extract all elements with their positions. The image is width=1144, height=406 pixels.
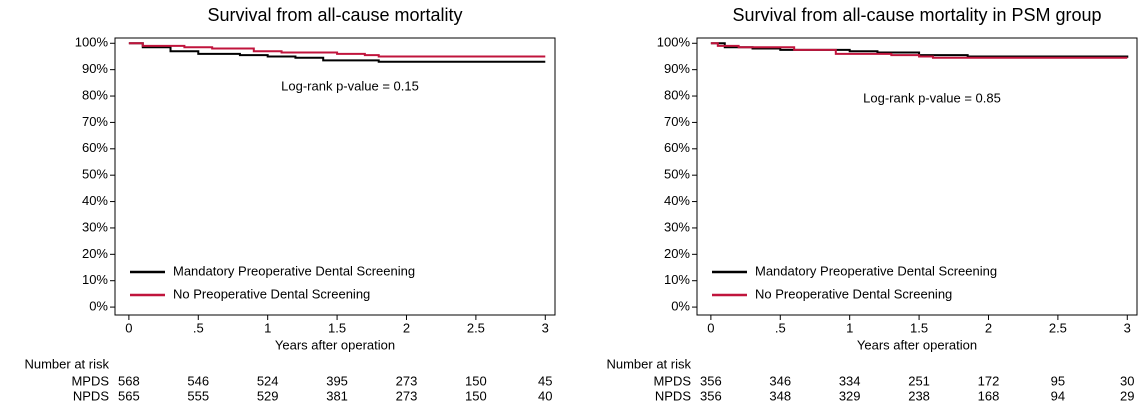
risk-count: 565 <box>118 388 140 403</box>
risk-count: 529 <box>257 388 279 403</box>
legend-label: No Preoperative Dental Screening <box>173 286 370 301</box>
y-tick-label: 80% <box>82 87 108 102</box>
y-tick-label: 50% <box>664 167 690 182</box>
risk-count: 546 <box>187 373 209 388</box>
risk-count: 150 <box>465 388 487 403</box>
risk-count: 251 <box>908 373 930 388</box>
risk-table-title: Number at risk <box>606 356 691 371</box>
x-tick-label: 0 <box>125 320 132 335</box>
x-tick-label: 1 <box>264 320 271 335</box>
y-tick-label: 90% <box>82 61 108 76</box>
risk-count: 273 <box>396 388 418 403</box>
x-tick-label: .5 <box>775 320 786 335</box>
risk-count: 348 <box>769 388 791 403</box>
survival-curve <box>128 42 546 58</box>
x-tick-label: 1.5 <box>328 320 346 335</box>
x-tick-label: 2.5 <box>1049 320 1067 335</box>
y-tick-label: 30% <box>664 219 690 234</box>
y-tick-label: 100% <box>657 35 691 50</box>
risk-count: 381 <box>326 388 348 403</box>
y-tick-label: 40% <box>82 193 108 208</box>
x-tick-label: 0 <box>707 320 714 335</box>
risk-count: 172 <box>978 373 1000 388</box>
x-axis-label: Years after operation <box>275 337 395 352</box>
y-tick-label: 100% <box>75 35 109 50</box>
x-tick-label: 3 <box>1124 320 1131 335</box>
y-tick-label: 0% <box>671 299 690 314</box>
x-axis-label: Years after operation <box>857 337 977 352</box>
y-tick-label: 50% <box>82 167 108 182</box>
x-tick-label: 2 <box>403 320 410 335</box>
y-tick-label: 20% <box>82 246 108 261</box>
plot-frame <box>114 37 556 316</box>
y-tick-label: 30% <box>82 219 108 234</box>
risk-count: 356 <box>700 388 722 403</box>
y-tick-label: 80% <box>664 87 690 102</box>
x-tick-label: 1 <box>846 320 853 335</box>
risk-count: 40 <box>538 388 552 403</box>
risk-count: 329 <box>839 388 861 403</box>
risk-count: 45 <box>538 373 552 388</box>
x-tick-label: .5 <box>193 320 204 335</box>
x-tick-label: 2.5 <box>467 320 485 335</box>
legend-label: No Preoperative Dental Screening <box>755 286 952 301</box>
risk-row-label: NPDS <box>73 388 109 403</box>
risk-count: 30 <box>1120 373 1134 388</box>
legend-label: Mandatory Preoperative Dental Screening <box>755 263 997 278</box>
risk-count: 238 <box>908 388 930 403</box>
risk-count: 334 <box>839 373 861 388</box>
risk-count: 273 <box>396 373 418 388</box>
risk-count: 94 <box>1051 388 1065 403</box>
survival-curve <box>710 42 1128 59</box>
risk-count: 568 <box>118 373 140 388</box>
risk-count: 524 <box>257 373 279 388</box>
risk-count: 29 <box>1120 388 1134 403</box>
plot-frame <box>696 37 1138 316</box>
y-tick-label: 40% <box>664 193 690 208</box>
y-tick-label: 70% <box>664 114 690 129</box>
risk-row-label: MPDS <box>71 373 109 388</box>
chart-title: Survival from all-cause mortality <box>207 5 462 25</box>
risk-count: 395 <box>326 373 348 388</box>
x-tick-label: 2 <box>985 320 992 335</box>
chart-title: Survival from all-cause mortality in PSM… <box>732 5 1101 25</box>
risk-table-title: Number at risk <box>24 356 109 371</box>
risk-count: 95 <box>1051 373 1065 388</box>
y-tick-label: 90% <box>664 61 690 76</box>
y-tick-label: 10% <box>82 272 108 287</box>
risk-count: 150 <box>465 373 487 388</box>
risk-row-label: MPDS <box>653 373 691 388</box>
y-tick-label: 60% <box>664 140 690 155</box>
y-tick-label: 0% <box>89 299 108 314</box>
x-tick-label: 3 <box>542 320 549 335</box>
risk-count: 168 <box>978 388 1000 403</box>
y-tick-label: 70% <box>82 114 108 129</box>
risk-count: 356 <box>700 373 722 388</box>
y-tick-label: 60% <box>82 140 108 155</box>
annotation: Log-rank p-value = 0.15 <box>281 78 419 93</box>
legend-label: Mandatory Preoperative Dental Screening <box>173 263 415 278</box>
risk-count: 555 <box>187 388 209 403</box>
risk-row-label: NPDS <box>655 388 691 403</box>
survival-curve <box>128 42 546 63</box>
y-tick-label: 20% <box>664 246 690 261</box>
y-tick-label: 10% <box>664 272 690 287</box>
risk-count: 346 <box>769 373 791 388</box>
annotation: Log-rank p-value = 0.85 <box>863 90 1001 105</box>
x-tick-label: 1.5 <box>910 320 928 335</box>
